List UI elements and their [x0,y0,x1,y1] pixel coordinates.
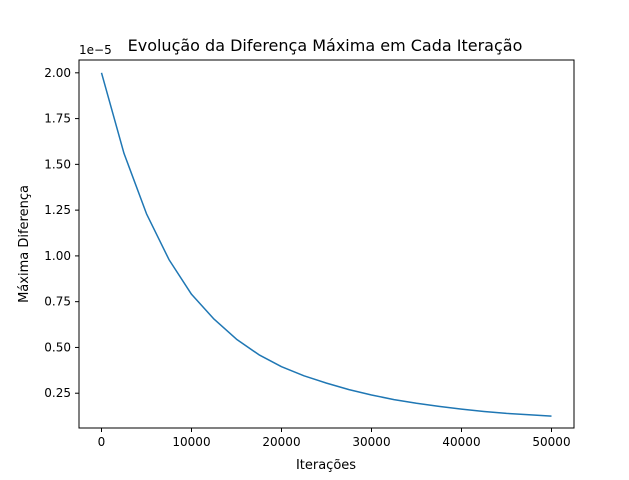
plot-area [100,72,552,417]
y-tick-label: 2.00 [44,66,71,80]
y-tick-label: 1.75 [44,112,71,126]
x-tick-label: 10000 [172,435,210,449]
y-axis: 0.25 0.50 0.75 1.00 1.25 1.50 1.75 2.00 [44,66,79,400]
y-tick-label: 1.25 [44,203,71,217]
y-tick-label: 0.75 [44,295,71,309]
chart-title: Evolução da Diferença Máxima em Cada Ite… [128,36,523,55]
y-axis-label: Máxima Diferença [17,185,32,303]
y-tick-label: 1.00 [44,249,71,263]
x-axis: 0 10000 20000 30000 40000 50000 [98,428,571,449]
x-tick-label: 30000 [352,435,390,449]
x-tick-label: 0 [98,435,106,449]
x-tick-label: 50000 [532,435,570,449]
series-line-0 [100,72,552,417]
y-tick-label: 0.25 [44,386,71,400]
x-tick-label: 40000 [442,435,480,449]
y-offset-label: 1e−5 [79,43,112,57]
x-axis-label: Iterações [296,458,356,473]
y-tick-label: 1.50 [44,157,71,171]
x-tick-label: 20000 [262,435,300,449]
y-tick-label: 0.50 [44,340,71,354]
axes-frame [78,59,575,429]
